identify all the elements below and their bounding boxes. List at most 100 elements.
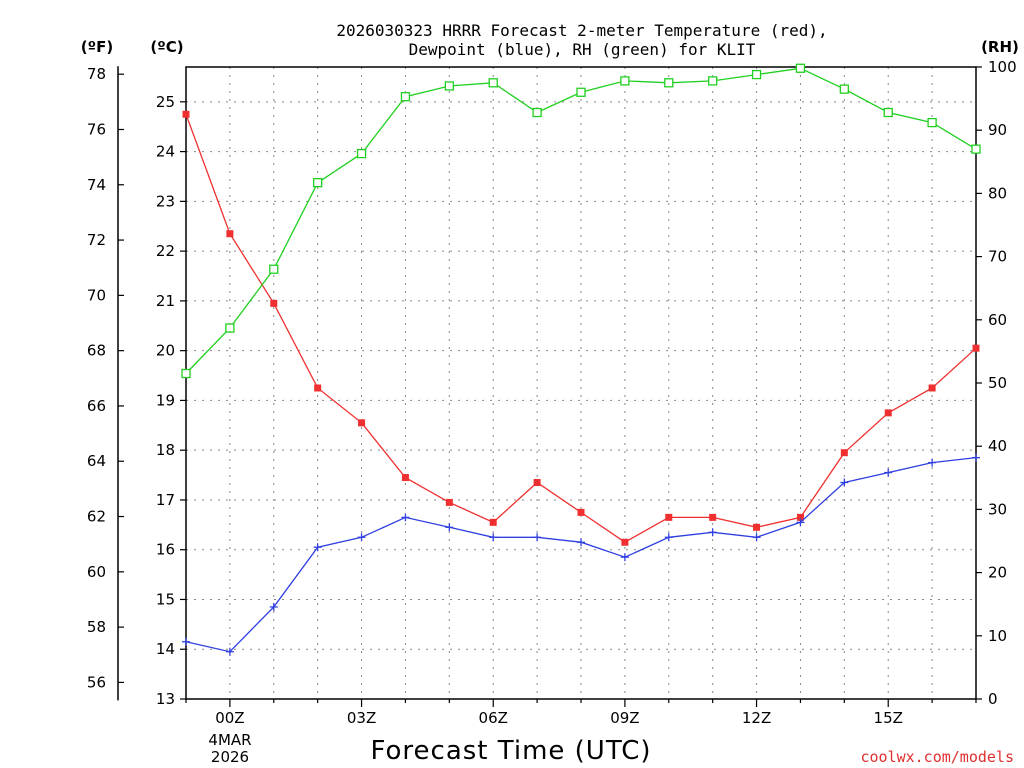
x-tick-label: 15Z bbox=[874, 709, 903, 727]
dewpoint-point bbox=[972, 453, 980, 462]
rh-point bbox=[225, 323, 235, 333]
dewpoint-point bbox=[796, 518, 805, 527]
gridlines bbox=[186, 67, 976, 699]
rh-point bbox=[532, 107, 542, 118]
rh-tick-label: 100 bbox=[988, 58, 1017, 76]
rh-tick-label: 0 bbox=[988, 690, 998, 708]
dewpoint-point bbox=[445, 523, 454, 532]
rh-tick-label: 10 bbox=[988, 627, 1007, 645]
rh-point bbox=[664, 78, 674, 88]
fahrenheit-tick-label: 72 bbox=[87, 231, 106, 249]
rh-tick-label: 50 bbox=[988, 374, 1007, 392]
fahrenheit-tick-label: 56 bbox=[87, 673, 106, 691]
rh-point bbox=[269, 264, 279, 274]
dewpoint-point bbox=[225, 647, 234, 656]
celsius-tick-label: 15 bbox=[156, 590, 175, 608]
dewpoint-point bbox=[708, 528, 717, 537]
x-tick-label: 09Z bbox=[610, 709, 639, 727]
temperature-point bbox=[533, 479, 541, 487]
temperature-point bbox=[358, 419, 366, 427]
chart-title-line-2: Dewpoint (blue), RH (green) for KLIT bbox=[409, 40, 756, 59]
fahrenheit-tick-label: 62 bbox=[87, 508, 106, 526]
series-plot bbox=[181, 63, 981, 656]
celsius-tick-label: 18 bbox=[156, 441, 175, 459]
dewpoint-point bbox=[664, 533, 673, 542]
rh-point bbox=[795, 63, 806, 73]
fahrenheit-tick-label: 76 bbox=[87, 120, 106, 138]
axes: 13 14 15 16 17 18 19 20 21 22 23 24 25 56 58 60 62 64 66 68… bbox=[87, 58, 1017, 727]
temperature-point bbox=[796, 513, 804, 521]
celsius-unit-label: (ºC) bbox=[150, 38, 183, 56]
rh-point bbox=[400, 92, 411, 102]
x-tick-label: 06Z bbox=[479, 709, 508, 727]
rh-point bbox=[883, 107, 893, 118]
rh-point bbox=[313, 178, 323, 188]
rh-tick-label: 20 bbox=[988, 564, 1007, 582]
celsius-tick-label: 24 bbox=[156, 143, 175, 161]
dewpoint-point bbox=[489, 533, 498, 542]
temperature-point bbox=[445, 498, 453, 506]
rh-point bbox=[488, 78, 498, 88]
rh-tick-label: 40 bbox=[988, 437, 1007, 455]
dewpoint-point bbox=[269, 602, 278, 611]
rh-point bbox=[576, 87, 586, 97]
dewpoint-point bbox=[884, 468, 893, 477]
temperature-point bbox=[314, 384, 322, 392]
fahrenheit-tick-label: 66 bbox=[87, 397, 106, 415]
x-tick-label: 00Z bbox=[215, 709, 244, 727]
celsius-tick-label: 19 bbox=[156, 391, 175, 409]
fahrenheit-tick-label: 74 bbox=[87, 176, 106, 194]
celsius-tick-label: 16 bbox=[156, 541, 175, 559]
rh-unit-label: (RH) bbox=[981, 38, 1019, 56]
rh-tick-label: 90 bbox=[988, 121, 1007, 139]
temperature-point bbox=[621, 538, 629, 546]
dewpoint-point bbox=[401, 513, 410, 522]
x-date-label-year: 2026 bbox=[211, 748, 249, 766]
fahrenheit-tick-label: 60 bbox=[87, 563, 106, 581]
temperature-point bbox=[884, 409, 892, 417]
credit-link[interactable]: coolwx.com/models bbox=[860, 748, 1014, 766]
temperature-point bbox=[753, 523, 761, 531]
rh-point bbox=[620, 76, 630, 86]
temperature-point bbox=[270, 299, 278, 307]
temperature-point bbox=[226, 230, 234, 238]
rh-point bbox=[927, 117, 937, 128]
dewpoint-point bbox=[928, 458, 937, 467]
fahrenheit-tick-label: 64 bbox=[87, 452, 106, 470]
celsius-tick-label: 14 bbox=[156, 640, 175, 658]
fahrenheit-tick-label: 70 bbox=[87, 286, 106, 304]
dewpoint-point bbox=[840, 478, 849, 487]
dewpoint-point bbox=[752, 533, 761, 542]
dewpoint-point bbox=[182, 637, 190, 646]
dewpoint-line bbox=[185, 456, 977, 653]
x-tick-label: 12Z bbox=[742, 709, 771, 727]
fahrenheit-tick-label: 78 bbox=[87, 65, 106, 83]
celsius-tick-label: 13 bbox=[156, 690, 175, 708]
celsius-tick-label: 20 bbox=[156, 342, 175, 360]
rh-point bbox=[444, 81, 454, 91]
celsius-tick-label: 23 bbox=[156, 192, 175, 210]
x-tick-label: 03Z bbox=[347, 709, 376, 727]
temperature-point bbox=[577, 508, 585, 516]
dewpoint-point bbox=[313, 543, 322, 552]
rh-tick-label: 80 bbox=[988, 184, 1007, 202]
fahrenheit-tick-label: 68 bbox=[87, 342, 106, 360]
dewpoint-point bbox=[533, 533, 542, 542]
temperature-point bbox=[401, 474, 409, 482]
temperature-line bbox=[185, 114, 977, 543]
temperature-point bbox=[665, 513, 673, 521]
celsius-tick-label: 22 bbox=[156, 242, 175, 260]
temperature-point bbox=[928, 384, 936, 392]
dewpoint-point bbox=[357, 533, 366, 542]
fahrenheit-tick-label: 58 bbox=[87, 618, 106, 636]
x-axis-title: Forecast Time (UTC) bbox=[370, 736, 651, 766]
temperature-point bbox=[840, 449, 848, 457]
dewpoint-point bbox=[577, 538, 585, 547]
rh-point bbox=[839, 84, 849, 94]
rh-point bbox=[708, 76, 718, 86]
celsius-tick-label: 21 bbox=[156, 292, 175, 310]
temperature-point bbox=[709, 513, 717, 521]
temperature-point bbox=[972, 344, 980, 352]
rh-tick-label: 60 bbox=[988, 311, 1007, 329]
